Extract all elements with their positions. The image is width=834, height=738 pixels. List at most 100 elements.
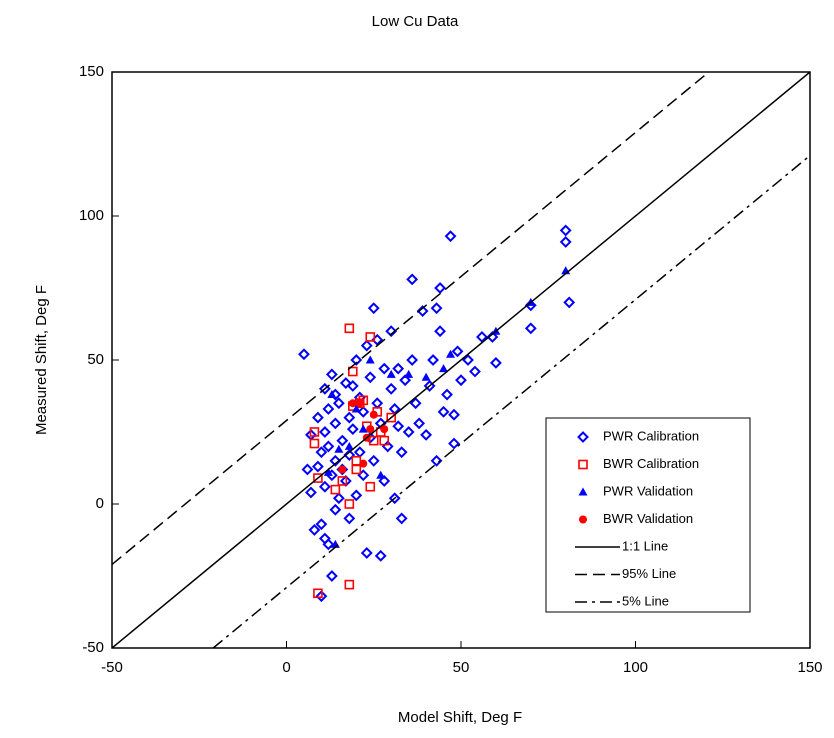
point (351, 404, 361, 413)
chart-title: Low Cu Data (372, 13, 459, 30)
legend-label: 5% Line (622, 593, 669, 608)
point (360, 547, 373, 559)
point (434, 282, 446, 294)
point (369, 410, 378, 419)
point (311, 411, 324, 424)
reference-line (112, 72, 710, 566)
point (351, 455, 362, 466)
point (339, 377, 352, 389)
point (350, 489, 363, 502)
legend-label: 95% Line (622, 566, 676, 581)
point (325, 570, 338, 582)
point (305, 486, 317, 499)
point (338, 465, 347, 474)
x-tick-label: 100 (623, 659, 648, 676)
point (344, 441, 354, 450)
point (368, 435, 379, 446)
point (365, 355, 375, 364)
reference-line (212, 154, 810, 648)
point (444, 230, 457, 243)
x-tick-label: 0 (282, 659, 290, 676)
point (318, 480, 331, 493)
point (563, 296, 576, 309)
legend-label: PWR Calibration (603, 428, 699, 443)
point (489, 356, 502, 369)
legend-swatch (578, 487, 588, 496)
point (313, 473, 323, 483)
x-tick-label: -50 (101, 659, 123, 676)
legend-label: PWR Validation (603, 483, 693, 498)
y-tick-label: 150 (79, 63, 104, 80)
point (318, 382, 331, 395)
legend-box (545, 417, 751, 613)
point (430, 454, 443, 467)
point (437, 405, 450, 418)
point (344, 579, 355, 590)
point (385, 325, 398, 338)
point (336, 434, 349, 447)
point (455, 374, 467, 387)
point (301, 463, 314, 476)
point (343, 411, 356, 424)
point (357, 405, 370, 418)
point (385, 382, 398, 395)
legend-label: BWR Calibration (603, 456, 699, 471)
point (420, 428, 433, 441)
point (451, 345, 464, 358)
point (350, 354, 363, 366)
point (315, 518, 328, 531)
point (439, 364, 449, 373)
point (365, 481, 376, 492)
point (371, 397, 384, 410)
point (351, 464, 362, 475)
point (395, 512, 408, 525)
y-axis-label: Measured Shift, Deg F (33, 285, 50, 435)
reference-line (112, 72, 810, 648)
point (367, 454, 380, 467)
point (364, 371, 377, 384)
point (327, 390, 337, 399)
point (329, 454, 342, 467)
point (406, 273, 419, 286)
point (355, 399, 364, 408)
point (353, 446, 366, 459)
point (343, 512, 356, 525)
point (318, 532, 331, 545)
point (330, 484, 341, 495)
point (367, 302, 380, 315)
point (309, 438, 320, 449)
plot-area (112, 72, 810, 648)
point (559, 224, 572, 237)
point (346, 380, 359, 392)
point (311, 460, 324, 473)
point (448, 437, 460, 450)
point (413, 417, 426, 430)
y-tick-label: -50 (82, 639, 104, 656)
point (337, 476, 348, 486)
point (334, 444, 344, 453)
y-tick-label: 0 (96, 495, 104, 512)
point (430, 302, 443, 315)
point (360, 339, 373, 352)
point (404, 369, 414, 378)
point (365, 332, 376, 342)
point (346, 423, 359, 436)
point (358, 424, 368, 433)
point (559, 236, 572, 248)
point (446, 349, 456, 358)
point (448, 408, 460, 421)
legend-swatch (579, 515, 587, 524)
point (344, 499, 355, 509)
point (313, 588, 323, 599)
point (344, 323, 355, 334)
point (379, 435, 390, 446)
point (329, 417, 342, 430)
point (416, 305, 429, 317)
point (380, 425, 389, 434)
point (524, 322, 537, 335)
point (308, 524, 321, 536)
point (322, 440, 335, 453)
point (462, 354, 474, 366)
point (421, 372, 431, 381)
